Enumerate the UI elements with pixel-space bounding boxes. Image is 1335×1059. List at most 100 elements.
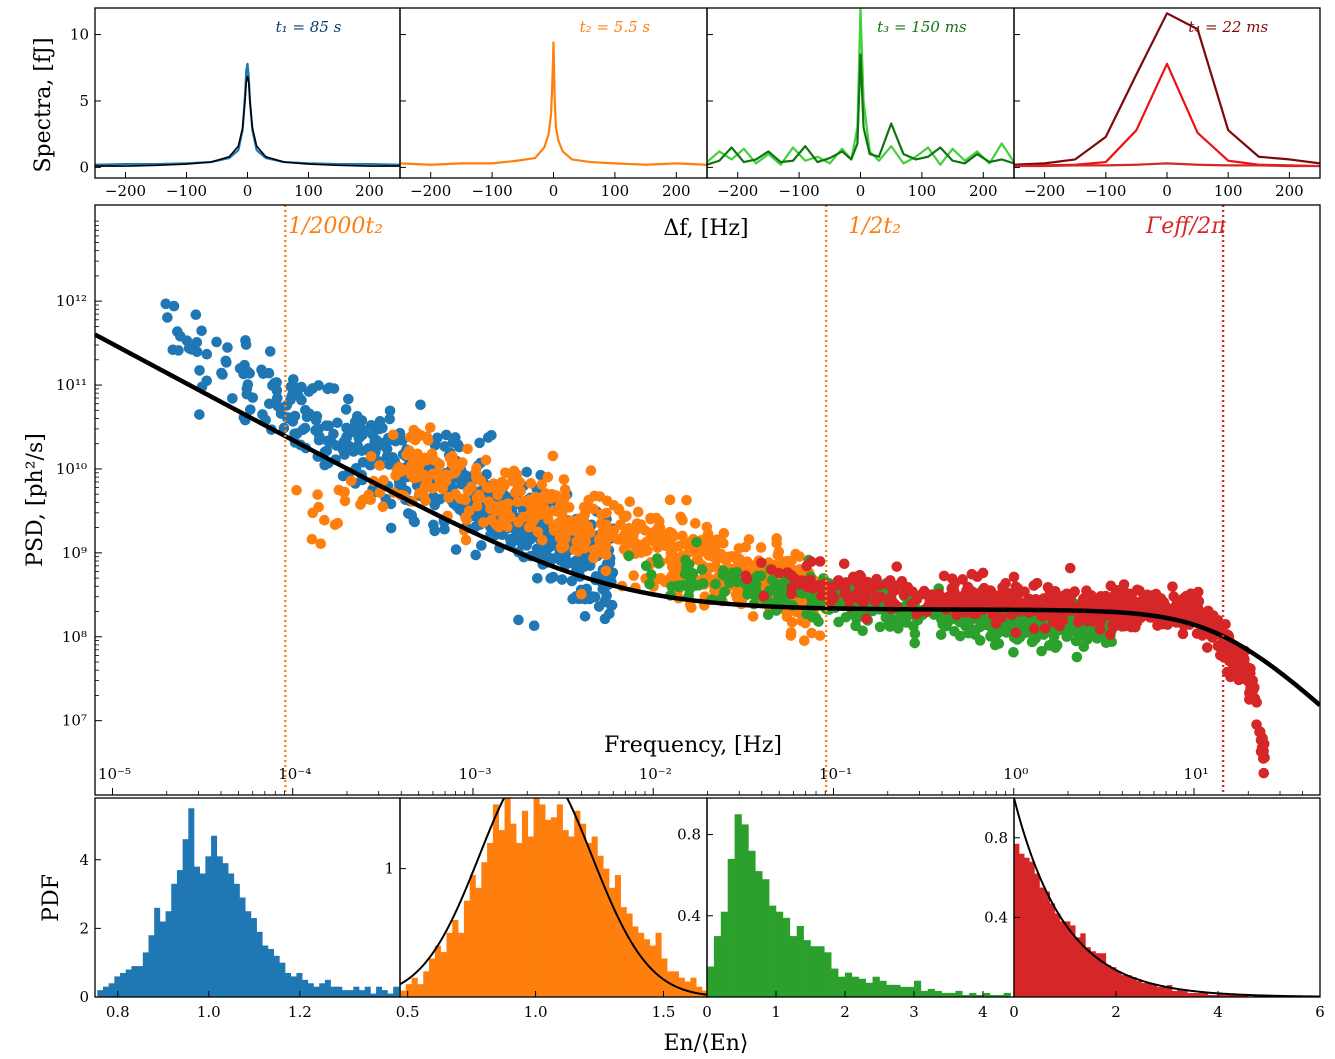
psd-point bbox=[937, 619, 948, 630]
psd-point bbox=[315, 538, 327, 550]
pdf-3-bar bbox=[893, 984, 901, 997]
psd-point bbox=[645, 513, 657, 525]
pdf-3-bar bbox=[817, 946, 825, 997]
psd-point bbox=[604, 557, 616, 569]
psd-point bbox=[588, 503, 599, 515]
pdf-2-bar bbox=[638, 932, 645, 997]
psd-point bbox=[632, 506, 644, 518]
pdf-3-bar bbox=[962, 994, 970, 997]
delta-f-x-label: Δf, [Hz] bbox=[663, 216, 748, 241]
psd-point bbox=[579, 542, 590, 554]
psd-point bbox=[576, 517, 587, 529]
psd-point bbox=[644, 578, 655, 590]
psd-point bbox=[278, 422, 290, 434]
psd-point bbox=[345, 475, 357, 487]
psd-series-blue bbox=[160, 298, 619, 632]
psd-point bbox=[1057, 594, 1068, 605]
psd-point bbox=[1194, 610, 1206, 622]
pdf-1-bar bbox=[108, 983, 115, 997]
psd-point bbox=[296, 381, 307, 393]
pdf-1-bar bbox=[239, 897, 246, 997]
pdf-3-bar bbox=[920, 990, 929, 997]
pdf-2-bar bbox=[574, 810, 581, 997]
psd-point bbox=[338, 436, 350, 447]
psd-xtick-label: 10⁻³ bbox=[458, 765, 491, 783]
pdf-3-bar bbox=[741, 824, 749, 997]
psd-point bbox=[696, 564, 708, 575]
pdf-3-bar bbox=[996, 994, 1004, 997]
psd-point bbox=[460, 534, 472, 546]
pdf-2-xtick-label: 0.5 bbox=[396, 1003, 420, 1021]
pdf-4-bar bbox=[1090, 951, 1096, 997]
pdf-4-xtick-label: 4 bbox=[1213, 1003, 1223, 1021]
psd-point bbox=[932, 589, 943, 601]
psd-point bbox=[755, 542, 767, 553]
pdf-1-bar bbox=[324, 979, 331, 997]
spectra-row: −200 −100 0 100 200 0 5 10 t₁ = 85 s −200 −100 0 100… bbox=[70, 7, 1321, 200]
pdf-1-plot bbox=[97, 808, 400, 997]
pdf-4-bar bbox=[1233, 995, 1239, 997]
spectrum-3-xtick-label: −200 bbox=[717, 182, 758, 200]
psd-point bbox=[833, 616, 844, 628]
psd-xtick-label: 10⁻⁵ bbox=[98, 765, 131, 783]
psd-point bbox=[473, 489, 485, 501]
psd-point bbox=[408, 424, 420, 436]
psd-point bbox=[343, 393, 354, 405]
psd-point bbox=[211, 336, 222, 348]
pdf-3-bar bbox=[831, 968, 839, 997]
pdf-3-plot bbox=[707, 814, 1011, 997]
pdf-4-bar bbox=[1039, 887, 1045, 997]
pdf-2-bar bbox=[562, 830, 569, 997]
psd-point bbox=[724, 577, 735, 589]
spectrum-1-ytick-label: 10 bbox=[70, 26, 89, 44]
psd-point bbox=[1071, 651, 1083, 663]
psd-point bbox=[357, 456, 369, 468]
psd-point bbox=[475, 540, 487, 551]
psd-point bbox=[482, 432, 494, 443]
energy-x-label: En/⟨En⟩ bbox=[663, 1031, 748, 1056]
psd-point bbox=[521, 466, 533, 478]
psd-point bbox=[813, 616, 824, 627]
pdf-4-bar bbox=[1100, 953, 1107, 997]
pdf-3-bar bbox=[865, 982, 873, 997]
psd-point bbox=[963, 593, 974, 605]
psd-point bbox=[393, 461, 405, 473]
pdf-3-bar bbox=[707, 966, 715, 997]
pdf-1-bar bbox=[347, 990, 354, 997]
pdf-3-bar bbox=[851, 976, 860, 997]
pdf-3-ytick-label: 0.8 bbox=[677, 826, 701, 844]
pdf-1-bar bbox=[256, 931, 263, 997]
pdf-1-bar bbox=[267, 948, 274, 997]
pdf-3-xtick-label: 0 bbox=[702, 1003, 712, 1021]
pdf-3-bar bbox=[982, 992, 991, 997]
pdf-1-bar bbox=[359, 990, 366, 997]
psd-point bbox=[710, 578, 721, 590]
psd-point bbox=[1228, 651, 1240, 663]
psd-point bbox=[384, 405, 396, 417]
psd-point bbox=[653, 558, 664, 569]
pdf-3-bar bbox=[838, 976, 846, 997]
psd-point bbox=[542, 471, 554, 483]
psd-point bbox=[435, 480, 447, 492]
psd-point bbox=[461, 470, 472, 482]
psd-point bbox=[776, 579, 788, 591]
psd-point bbox=[756, 557, 767, 569]
pdf-3-xtick-label: 1 bbox=[771, 1003, 781, 1021]
pdf-2-bar bbox=[632, 926, 639, 997]
pdf-4-xtick-label: 2 bbox=[1111, 1003, 1121, 1021]
psd-xtick-label: 10⁻² bbox=[639, 765, 672, 783]
psd-frame bbox=[94, 204, 1321, 796]
pdf-2-xtick-label: 1.0 bbox=[524, 1003, 548, 1021]
pdf-3-bar bbox=[796, 925, 804, 997]
pdf-2-bar bbox=[620, 907, 627, 997]
pdf-4-bar bbox=[1141, 983, 1147, 997]
pdf-2-bar bbox=[481, 862, 488, 997]
psd-point bbox=[489, 500, 500, 512]
pdf-1-bar bbox=[296, 972, 303, 997]
psd-point bbox=[271, 377, 282, 388]
pdf-4-fit-line bbox=[1014, 798, 1320, 997]
psd-point bbox=[916, 588, 928, 600]
psd-point bbox=[1131, 584, 1143, 596]
psd-point bbox=[287, 374, 299, 385]
psd-point bbox=[874, 621, 886, 633]
